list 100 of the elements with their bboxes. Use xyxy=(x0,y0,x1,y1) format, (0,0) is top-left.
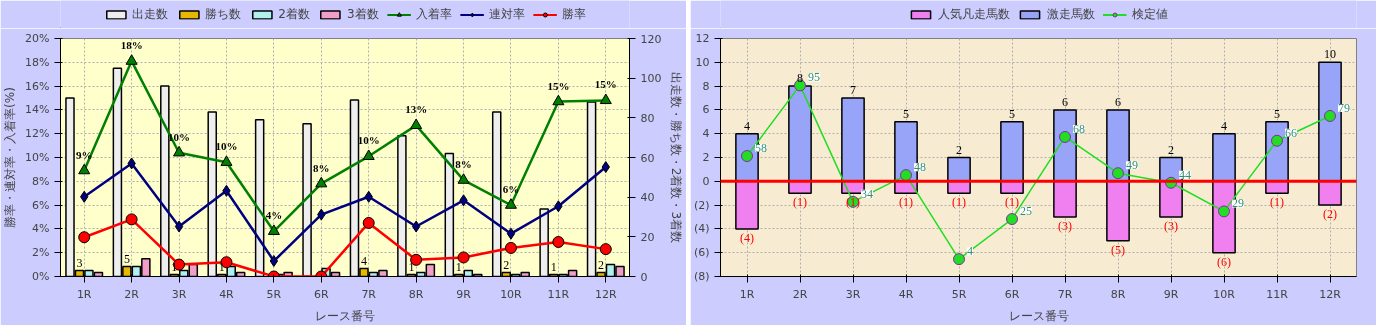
x-tick-label: 11R xyxy=(547,287,570,301)
legend-label: 入着率 xyxy=(415,5,452,23)
legend-label: 連対率 xyxy=(488,5,525,23)
x-tick-label: 5R xyxy=(266,287,282,301)
y-tick-label: 4% xyxy=(32,222,50,236)
y-tick-label: 10 xyxy=(695,55,710,69)
data-label: 2 xyxy=(1168,142,1174,157)
data-label: (2) xyxy=(1323,207,1337,222)
y-tick-label: 14% xyxy=(25,103,50,117)
y2-tick-label: 40 xyxy=(640,191,655,205)
data-label: 15% xyxy=(547,79,570,92)
legend-label: 出走数 xyxy=(132,5,169,23)
data-label: (4) xyxy=(740,230,754,245)
x-tick-label: 6R xyxy=(313,287,329,301)
y-tick-label: 12% xyxy=(25,127,50,141)
x-tick-label: 5R xyxy=(951,287,967,301)
y-tick-label: (6) xyxy=(693,246,710,260)
data-label: 66 xyxy=(1285,125,1297,140)
y-tick-label: (2) xyxy=(693,198,710,212)
data-label: (1) xyxy=(1005,195,1019,210)
legend-label: 勝ち数 xyxy=(205,5,242,23)
data-label: 79 xyxy=(1338,100,1350,115)
data-label: 2 xyxy=(598,257,605,272)
y-tick-label: 0% xyxy=(32,270,50,283)
x-tick-label: 9R xyxy=(456,287,472,301)
legend-label: 勝率 xyxy=(561,5,586,23)
y2-tick-label: 60 xyxy=(640,151,655,165)
data-label: (1) xyxy=(793,195,807,210)
data-label: 5 xyxy=(903,106,909,121)
x-tick-label: 9R xyxy=(1163,287,1179,301)
data-label: 10 xyxy=(1324,47,1336,62)
data-label: 13% xyxy=(405,103,428,116)
data-label: 8% xyxy=(313,161,330,174)
legend-label: 3着数 xyxy=(347,5,379,23)
y-tick-label: 6 xyxy=(702,103,710,117)
data-label: (5) xyxy=(1111,242,1125,257)
data-label: 2 xyxy=(503,257,510,272)
legend-label: 検定値 xyxy=(1131,5,1168,23)
data-label: 6 xyxy=(1062,94,1068,109)
y-tick-label: 8% xyxy=(32,174,50,188)
data-label: 15% xyxy=(594,78,617,91)
data-label: (3) xyxy=(1164,219,1178,233)
data-label: 4 xyxy=(360,253,367,268)
x-tick-label: 10R xyxy=(1213,287,1236,301)
y-tick-label: 4 xyxy=(702,127,710,141)
data-label: 4 xyxy=(744,118,750,133)
y-tick-label: 2% xyxy=(32,246,50,260)
x-tick-label: 8R xyxy=(1110,287,1126,301)
data-label: 10% xyxy=(215,140,238,153)
x-tick-label: 6R xyxy=(1004,287,1020,301)
data-label: 34 xyxy=(861,186,873,201)
data-label: 6 xyxy=(1115,94,1121,109)
data-label: 48 xyxy=(914,160,926,175)
y-tick-label: 18% xyxy=(25,55,50,69)
data-label: 25 xyxy=(1020,204,1032,219)
x-axis-title: レース番号 xyxy=(315,308,375,323)
x-tick-label: 12R xyxy=(1319,287,1342,301)
y-tick-label: 16% xyxy=(25,79,50,93)
data-label: 1 xyxy=(218,259,225,274)
data-label: 95 xyxy=(808,70,820,85)
y-tick-label: (4) xyxy=(693,222,710,236)
data-label: 44 xyxy=(1179,167,1191,182)
x-tick-label: 2R xyxy=(792,287,808,301)
y-axis-title: 勝率・連対率・入着率(%) xyxy=(3,87,18,228)
data-label: 3 xyxy=(76,255,83,270)
y2-tick-label: 0 xyxy=(640,270,648,284)
data-label: 2 xyxy=(956,142,962,157)
y-tick-label: 0 xyxy=(702,174,710,188)
x-tick-label: 3R xyxy=(845,287,861,301)
data-label: 7 xyxy=(850,83,856,97)
data-label: 29 xyxy=(1232,196,1244,211)
data-label: (1) xyxy=(1270,195,1284,210)
y-tick-label: 10% xyxy=(25,151,50,164)
data-label: 5 xyxy=(1009,106,1015,121)
x-tick-label: 2R xyxy=(124,287,140,301)
data-label: 1 xyxy=(171,259,178,274)
data-label: 4% xyxy=(265,209,283,222)
x-tick-label: 7R xyxy=(361,287,377,301)
data-label: 1 xyxy=(408,259,415,274)
data-label: 49 xyxy=(1126,158,1138,173)
y2-axis-title: 出走数・勝ち数・2着数・3着数 xyxy=(669,71,684,244)
y-tick-label: 8 xyxy=(702,79,710,93)
y-tick-label: 12 xyxy=(695,32,710,45)
x-axis-title: レース番号 xyxy=(1008,308,1069,323)
x-tick-label: 1R xyxy=(76,287,92,301)
y2-tick-label: 80 xyxy=(640,111,655,125)
data-label: 1 xyxy=(455,259,462,274)
data-label: 58 xyxy=(755,141,767,156)
x-tick-label: 8R xyxy=(408,287,424,301)
data-label: 4 xyxy=(967,244,973,259)
data-label: 68 xyxy=(1073,121,1085,136)
y2-tick-label: 120 xyxy=(640,32,662,46)
data-label: 5 xyxy=(1274,106,1280,121)
data-label: 18% xyxy=(120,39,143,52)
y2-tick-label: 20 xyxy=(640,230,655,244)
x-tick-label: 4R xyxy=(898,287,914,301)
y-tick-label: 6% xyxy=(32,198,50,212)
x-tick-label: 10R xyxy=(500,287,523,301)
legend-label: 2着数 xyxy=(278,5,310,23)
data-label: (3) xyxy=(1058,219,1072,233)
